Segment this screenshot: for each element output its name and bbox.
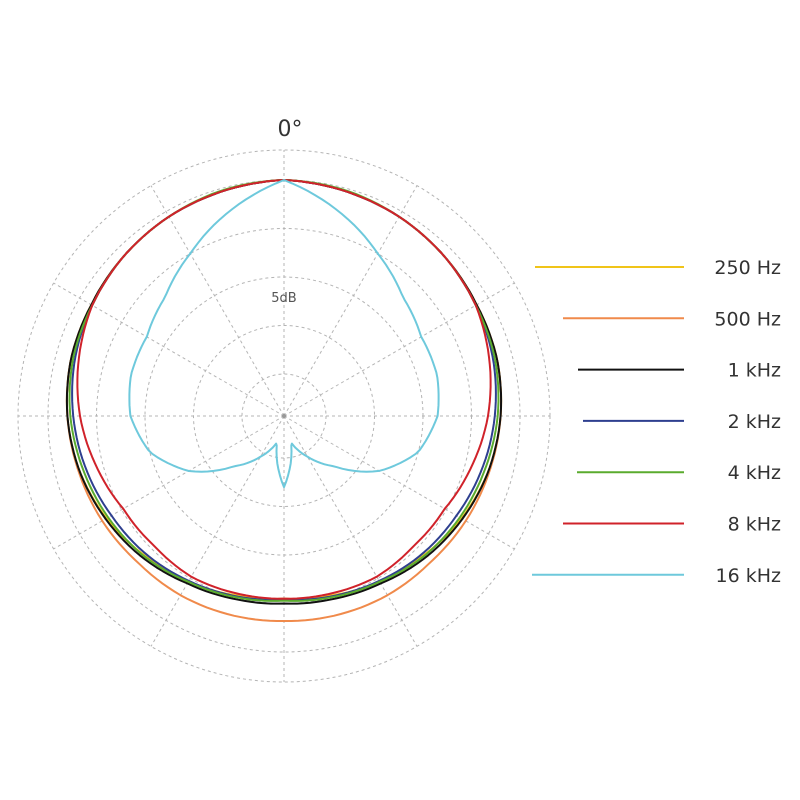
grid-spoke	[283, 415, 515, 550]
curve-8-khz	[76, 179, 492, 600]
grid-spoke	[283, 185, 418, 417]
angle-label-0deg: 0°	[278, 117, 303, 142]
center-dot	[282, 414, 286, 418]
legend-label-4-khz: 4 kHz	[728, 462, 781, 484]
grid-spoke	[53, 282, 285, 417]
grid-spoke	[150, 185, 285, 417]
grid-spoke	[283, 415, 418, 647]
legend-label-16-khz: 16 kHz	[716, 565, 782, 587]
legend-label-1-khz: 1 kHz	[728, 360, 781, 382]
legend-label-250-hz: 250 Hz	[714, 257, 781, 279]
legend-label-500-hz: 500 Hz	[714, 308, 781, 330]
legend-label-8-khz: 8 kHz	[728, 514, 781, 536]
legend: 250 Hz 500 Hz 1 kHz 2 kHz 4 kHz 8 kHz 16 kHz	[532, 257, 781, 587]
grid-spoke	[283, 282, 515, 417]
legend-label-2-khz: 2 kHz	[728, 411, 781, 433]
curve-16-khz	[128, 179, 440, 489]
polar-curves	[65, 179, 503, 622]
grid-spoke	[53, 415, 285, 550]
grid-spoke	[150, 415, 285, 647]
ring-label-5db: 5dB	[271, 291, 296, 306]
polar-grid	[17, 149, 551, 683]
